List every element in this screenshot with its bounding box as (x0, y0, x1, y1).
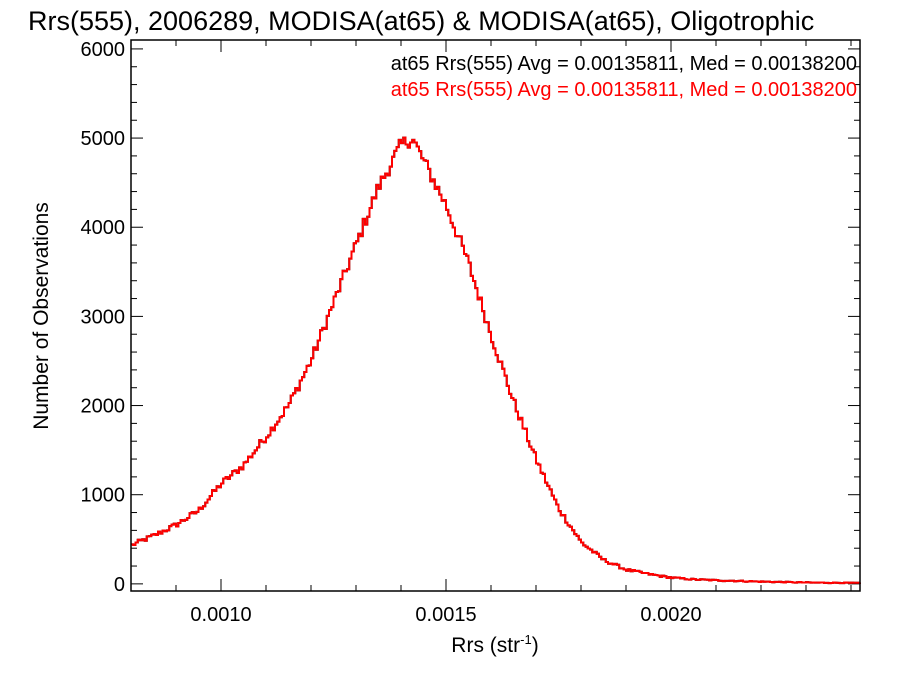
x-axis-label-superscript: -1 (520, 632, 532, 647)
legend-entry-black: at65 Rrs(555) Avg = 0.00135811, Med = 0.… (391, 53, 857, 75)
y-tick-label: 0 (114, 574, 125, 596)
y-tick-label: 3000 (81, 306, 126, 328)
series-lines (131, 136, 861, 585)
x-axis-label: Rrs (str-1) (451, 632, 538, 657)
x-axis-label-close: ) (532, 634, 539, 657)
y-tick-label: 5000 (81, 128, 126, 150)
chart-title: Rrs(555), 2006289, MODISA(at65) & MODISA… (28, 6, 814, 36)
x-tick-label: 0.0015 (415, 604, 476, 626)
y-axis-label: Number of Observations (30, 202, 53, 430)
plot-frame (130, 39, 861, 592)
axis-ticks: 0.0010 0.0015 0.0020 0 1000 2000 3000 4000 5000 6… (81, 39, 860, 626)
x-tick-label: 0.0010 (190, 604, 251, 626)
series-line-red (131, 136, 861, 585)
y-tick-label: 1000 (81, 485, 126, 507)
x-axis-label-base: Rrs (str (451, 634, 520, 657)
legend-entry-red: at65 Rrs(555) Avg = 0.00135811, Med = 0.… (391, 79, 857, 101)
y-tick-label: 4000 (81, 217, 126, 239)
x-tick-label: 0.0020 (640, 604, 701, 626)
y-tick-label: 2000 (81, 396, 126, 418)
y-tick-label: 6000 (81, 39, 126, 61)
